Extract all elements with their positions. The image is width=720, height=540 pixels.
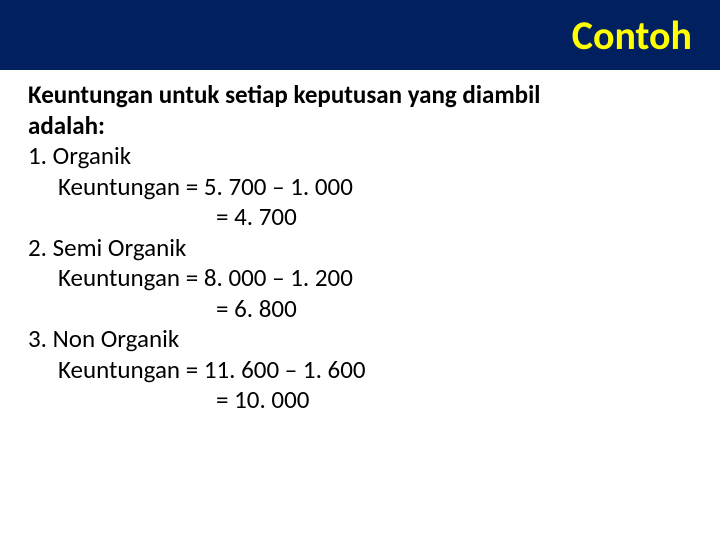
item-3-calc: Keuntungan = 11. 600 – 1. 600	[28, 355, 692, 386]
item-number: 1.	[28, 140, 47, 171]
item-2-result: = 6. 800	[28, 294, 692, 325]
intro-line-1: Keuntungan untuk setiap keputusan yang d…	[28, 80, 692, 111]
item-1: 1. Organik	[28, 141, 692, 172]
item-title: Organik	[53, 140, 131, 171]
item-title: Non Organik	[53, 323, 180, 354]
item-3-result: = 10. 000	[28, 385, 692, 416]
item-2: 2. Semi Organik	[28, 233, 692, 264]
item-1-calc: Keuntungan = 5. 700 – 1. 000	[28, 172, 692, 203]
item-number: 3.	[28, 323, 47, 354]
item-1-result: = 4. 700	[28, 202, 692, 233]
content-area: Keuntungan untuk setiap keputusan yang d…	[0, 70, 720, 416]
item-number: 2.	[28, 232, 47, 263]
item-title: Semi Organik	[53, 232, 187, 263]
item-3: 3. Non Organik	[28, 324, 692, 355]
header-bar: Contoh	[0, 0, 720, 70]
item-2-calc: Keuntungan = 8. 000 – 1. 200	[28, 263, 692, 294]
intro-line-2: adalah:	[28, 111, 692, 142]
header-title: Contoh	[572, 11, 692, 60]
